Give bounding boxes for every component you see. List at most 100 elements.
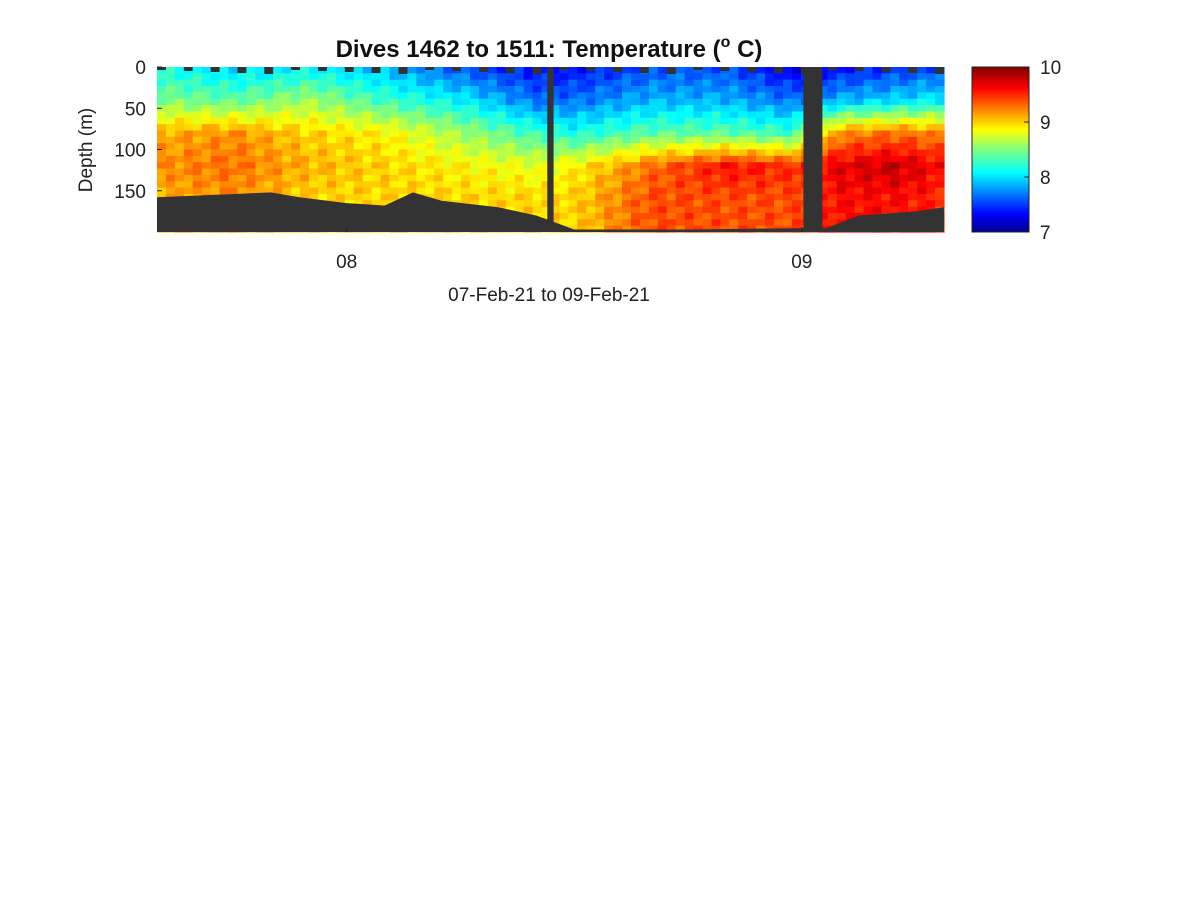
heatmap-cell [765,79,775,87]
heatmap-cell [210,136,221,144]
heatmap-cell [282,187,292,195]
heatmap-cell [604,98,614,106]
heatmap-cell [684,136,695,144]
heatmap-cell [174,143,185,151]
heatmap-cell [541,187,552,195]
heatmap-cell [639,92,650,100]
heatmap-cell [174,98,185,106]
heatmap-cell [255,117,265,125]
y-tick-label: 100 [114,141,146,162]
heatmap-cell [523,193,534,201]
heatmap-cell [774,200,784,208]
heatmap-cell [756,187,766,195]
heatmap-cell [192,124,203,132]
heatmap-cell [425,174,435,182]
heatmap-cell [702,79,713,87]
heatmap-cell [344,124,355,132]
heatmap-cell [863,187,874,195]
heatmap-cell [291,136,301,144]
heatmap-cell [371,168,382,176]
heatmap-cell [326,117,337,125]
heatmap-cell [326,67,337,74]
heatmap-cell [210,187,221,195]
heatmap-cell [630,143,641,151]
heatmap-cell [711,162,722,170]
heatmap-cell [514,149,525,157]
heatmap-cell [452,174,462,182]
heatmap-cell [326,98,337,106]
heatmap-cell [157,136,167,144]
heatmap-cell [666,225,677,233]
heatmap-cell [863,98,874,106]
heatmap-cell [425,168,435,176]
heatmap-cell [774,149,784,157]
heatmap-cell [219,162,230,170]
heatmap-cell [693,130,704,138]
heatmap-cell [389,155,400,163]
heatmap-cell [774,219,784,227]
heatmap-cell [854,136,865,144]
heatmap-cell [380,187,391,195]
heatmap-cell [219,111,230,119]
heatmap-cell [711,206,722,214]
heatmap-cell [246,174,256,182]
heatmap-cell [344,130,355,138]
heatmap-cell [300,181,310,189]
heatmap-cell [264,124,274,132]
heatmap-cell [648,200,659,208]
heatmap-cell [165,155,176,163]
heatmap-cell [872,187,882,195]
heatmap-cell [613,79,623,87]
heatmap-cell [174,162,185,170]
heatmap-cell [362,136,373,144]
heatmap-cell [863,73,874,81]
heatmap-cell [317,193,328,201]
heatmap-cell [496,200,507,208]
heatmap-cell [836,67,847,74]
heatmap-cell [702,86,713,93]
heatmap-cell [729,219,739,227]
heatmap-cell [487,174,498,182]
heatmap-cell [326,105,337,113]
heatmap-cell [684,181,695,189]
heatmap-cell [917,117,927,125]
heatmap-cell [228,73,239,81]
heatmap-cell [926,92,936,100]
heatmap-cell [747,149,757,157]
heatmap-cell [541,67,552,74]
heatmap-cell [863,174,874,182]
heatmap-cell [532,149,543,157]
heatmap-cell [291,143,301,151]
heatmap-cell [192,136,203,144]
heatmap-cell [505,193,516,201]
heatmap-cell [675,219,686,227]
heatmap-cell [237,86,248,93]
heatmap-cell [389,79,400,87]
heatmap-cell [729,187,739,195]
heatmap-cell [461,73,471,81]
heatmap-cell [738,187,748,195]
heatmap-cell [237,155,248,163]
heatmap-cell [514,79,525,87]
heatmap-cell [613,117,623,125]
heatmap-cell [630,225,641,233]
heatmap-cell [702,174,713,182]
heatmap-cell [756,124,766,132]
heatmap-cell [899,193,909,201]
heatmap-cell [371,73,382,81]
heatmap-cell [335,79,346,87]
heatmap-cell [532,162,543,170]
heatmap-cell [407,162,417,170]
heatmap-cell [693,168,704,176]
heatmap-cell [899,111,909,119]
heatmap-cell [210,143,221,151]
heatmap-cell [192,67,203,74]
heatmap-cell [586,149,596,157]
heatmap-cell [282,174,292,182]
heatmap-cell [702,187,713,195]
heatmap-cell [407,181,417,189]
heatmap-cell [604,105,614,113]
heatmap-cell [478,168,489,176]
heatmap-cell [926,168,936,176]
heatmap-cell [326,79,337,87]
